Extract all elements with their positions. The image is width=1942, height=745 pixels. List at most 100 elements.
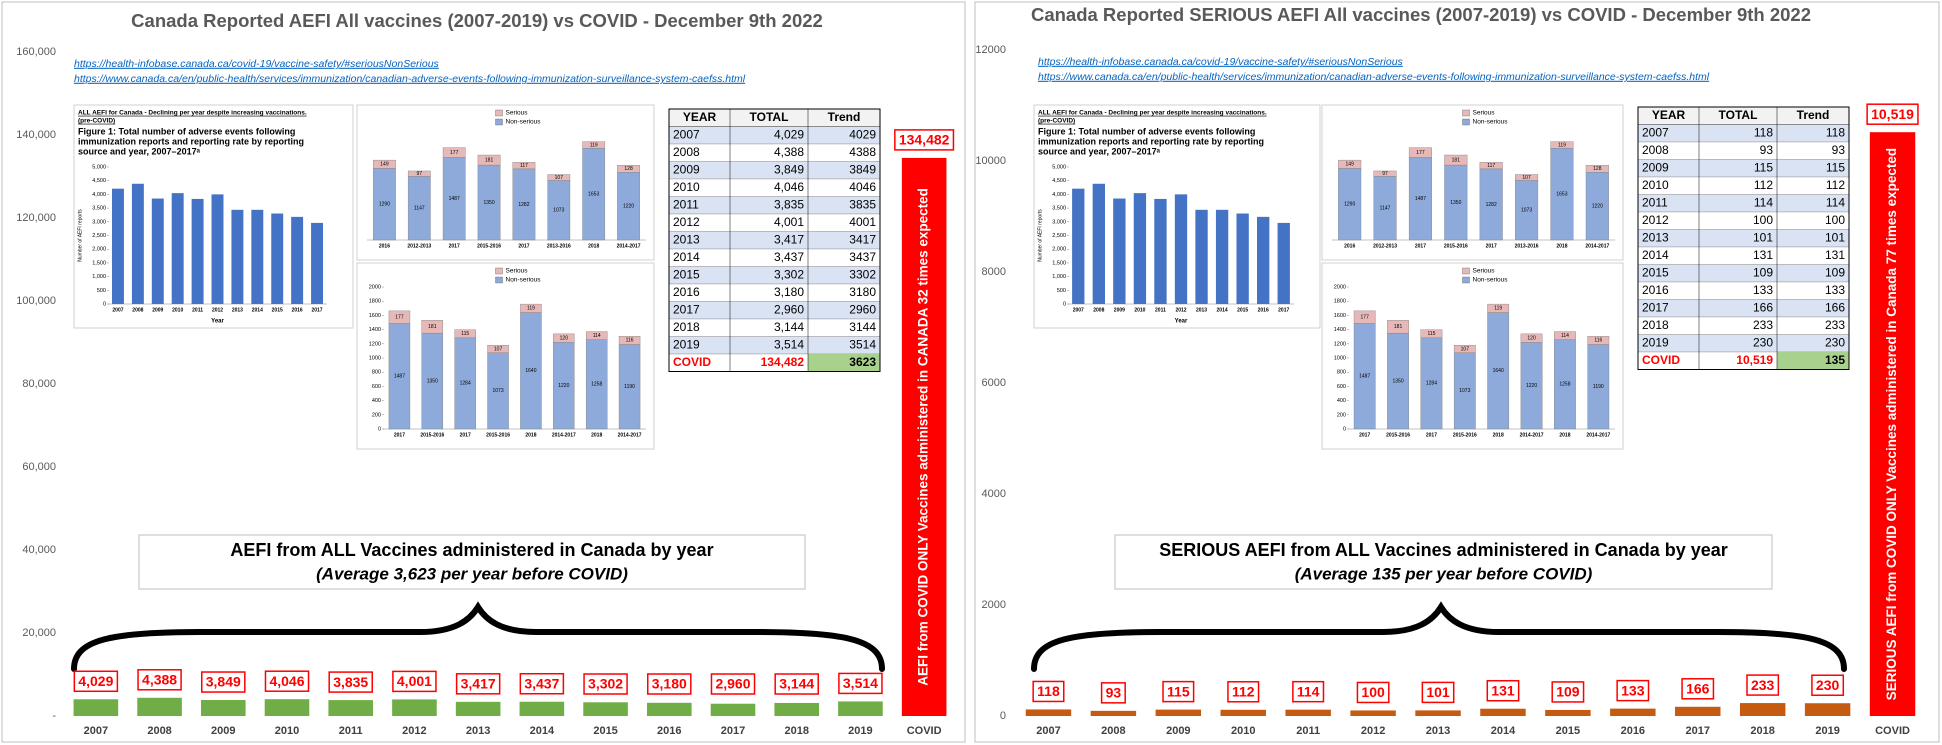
inset-segment-label: 1487 <box>1415 196 1426 202</box>
inset-segment-label: 117 <box>520 163 528 169</box>
table-row-bg <box>1638 335 1849 353</box>
table-cell: 2007 <box>673 127 700 141</box>
page: Canada Reported AEFI All vaccines (2007-… <box>0 0 1942 745</box>
inset-segment-label: 1282 <box>1486 202 1497 208</box>
inset-y-tick-label: 400 <box>372 398 381 404</box>
inset-segment-label: 1220 <box>1526 383 1537 389</box>
table-cell: 233 <box>1753 318 1773 332</box>
inset-segment-label: 1350 <box>1450 200 1461 206</box>
inset-x-label: Year <box>211 319 224 325</box>
inset-segment-label: 1653 <box>1556 191 1567 197</box>
legend-label: Non-serious <box>506 277 542 284</box>
inset-bar <box>1113 199 1125 304</box>
y-tick-label: 120,000 <box>16 212 56 224</box>
inset-y-tick-label: 1200 <box>369 341 381 347</box>
legend-label: Non-serious <box>1473 277 1509 284</box>
inset-x-tick-label: 2012 <box>1175 307 1186 313</box>
inset-x-tick-label: 2010 <box>172 307 183 313</box>
inset-segment-label: 1350 <box>427 378 438 384</box>
inset-segment-label: 1284 <box>1426 381 1437 387</box>
value-label: 3,514 <box>843 675 878 691</box>
x-tick-label: 2013 <box>466 725 490 737</box>
table-cell: 3849 <box>849 162 876 176</box>
table-header: Trend <box>828 110 861 124</box>
inset-x-tick-label: 2016 <box>292 307 303 313</box>
inset-y-tick-label: 1200 <box>1334 341 1346 347</box>
source-link: https://www.canada.ca/en/public-health/s… <box>1038 71 1710 83</box>
value-label: 166 <box>1686 680 1710 696</box>
inset-segment-label: 177 <box>1361 314 1370 320</box>
inset-y-tick-label: 4,500 <box>92 178 106 184</box>
table-cell: 133 <box>1753 283 1773 297</box>
y-tick-label: - <box>52 710 56 722</box>
table-cell: 2009 <box>1642 160 1669 174</box>
x-tick-label: COVID <box>1875 725 1910 737</box>
table-cell: 2012 <box>1642 213 1669 227</box>
inset-x-tick-label: 2008 <box>132 307 143 313</box>
table-row-bg <box>1638 160 1849 178</box>
bar-annotation: AEFI from COVID ONLY Vaccines administer… <box>916 188 931 686</box>
bar <box>1415 710 1460 716</box>
inset-segment-label: 114 <box>1561 333 1569 339</box>
inset-segment-label: 115 <box>461 331 469 337</box>
value-label: 4,388 <box>142 671 177 687</box>
y-tick-label: 160,000 <box>16 46 56 58</box>
inset-x-tick-label: 2015-2016 <box>1386 432 1410 438</box>
bar <box>1805 703 1850 716</box>
inset-caption: immunization reports and reporting rate … <box>78 136 304 146</box>
legend-swatch <box>1463 110 1470 116</box>
inset-x-tick-label: 2015-2016 <box>1453 432 1477 438</box>
inset-x-tick-label: 2018 <box>1559 432 1570 438</box>
inset-x-tick-label: 2012-2013 <box>1373 243 1397 249</box>
inset-x-tick-label: 2018 <box>588 243 599 249</box>
y-tick-label: 6000 <box>982 377 1006 389</box>
inset-x-tick-label: 2010 <box>1134 307 1145 313</box>
table-cell: 114 <box>1826 195 1845 209</box>
inset-bar <box>1216 210 1228 304</box>
inset-y-tick-label: 1600 <box>369 313 381 319</box>
inset-y-tick-label: 2000 <box>369 284 381 290</box>
legend-swatch <box>496 268 503 274</box>
x-tick-label: 2013 <box>1426 725 1450 737</box>
inset-y-tick-label: 1,500 <box>1052 260 1066 266</box>
inset-x-tick-label: 2013 <box>1196 307 1207 313</box>
inset-segment-label: 97 <box>417 171 423 177</box>
inset-x-tick-label: 2016 <box>379 243 390 249</box>
inset-y-tick-label: 3,500 <box>1052 206 1066 212</box>
inset-x-tick-label: 2015 <box>272 307 283 313</box>
inset-y-tick-label: 3,500 <box>92 206 106 212</box>
inset-x-tick-label: 2018 <box>1556 243 1567 249</box>
inset-y-tick-label: 1,000 <box>92 274 106 280</box>
inset-x-tick-label: 2017 <box>449 243 460 249</box>
table-cell: 3417 <box>849 232 876 246</box>
inset-y-tick-label: 200 <box>372 412 381 418</box>
inset-y-tick-label: 1,000 <box>1052 274 1066 280</box>
inset-segment-label: 149 <box>380 162 389 168</box>
inset-x-tick-label: 2017 <box>518 243 529 249</box>
table-cell: 3302 <box>849 267 876 281</box>
inset-bar <box>1134 193 1146 304</box>
inset-x-tick-label: 2015-2016 <box>477 243 501 249</box>
y-tick-label: 0 <box>1000 710 1006 722</box>
inset-segment-label: 119 <box>527 306 535 312</box>
inset-segment-label: 1350 <box>1393 378 1404 384</box>
table-cell: 100 <box>1753 213 1773 227</box>
inset-segment-label: 1290 <box>379 202 390 208</box>
bar <box>838 701 883 716</box>
bar <box>1740 703 1785 716</box>
inset-x-tick-label: 2009 <box>1114 307 1125 313</box>
inset-x-tick-label: 2007 <box>1073 307 1084 313</box>
x-tick-label: 2015 <box>1556 725 1580 737</box>
inset-x-tick-label: 2013-2016 <box>1515 243 1539 249</box>
inset-x-tick-label: 2014 <box>1217 307 1228 313</box>
inset-y-tick-label: 600 <box>1337 384 1346 390</box>
inset-frame <box>1322 105 1623 260</box>
table-cell: 166 <box>1753 300 1773 314</box>
table-cell: 2016 <box>1642 283 1669 297</box>
table-cell: 3,514 <box>774 337 804 351</box>
inset-segment-label: 1190 <box>624 384 635 390</box>
inset-segment-label: 117 <box>1487 163 1495 169</box>
inset-segment-label: 119 <box>1494 306 1502 312</box>
inset-x-tick-label: 2012 <box>212 307 223 313</box>
table-cell: 2008 <box>673 145 700 159</box>
